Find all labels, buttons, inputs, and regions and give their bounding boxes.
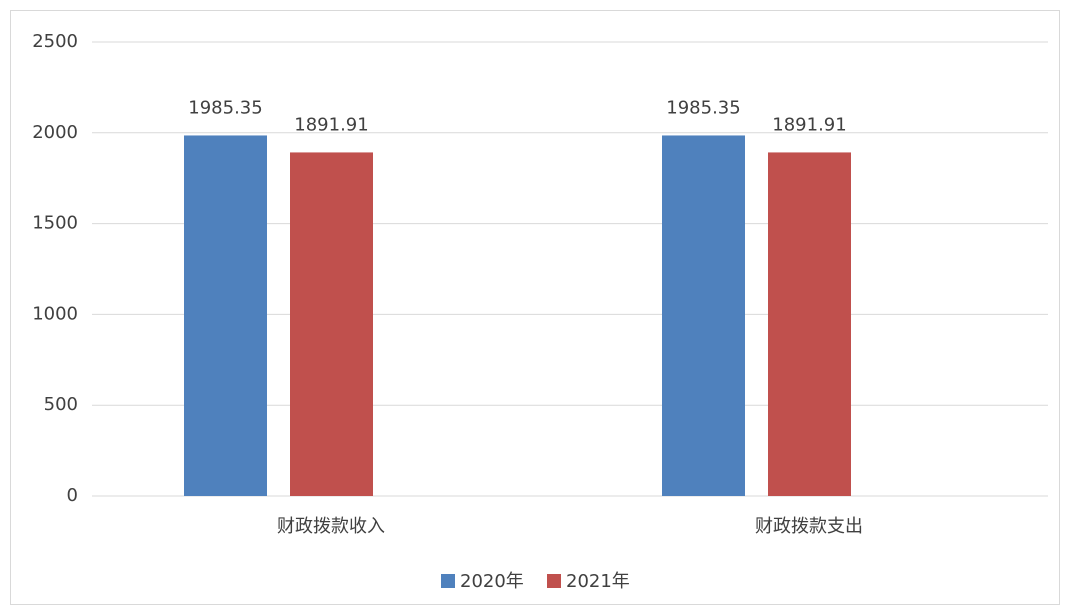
bar [662, 135, 745, 496]
data-label: 1985.35 [666, 97, 740, 118]
data-label: 1891.91 [772, 114, 846, 135]
x-tick-label: 财政拨款收入 [277, 516, 385, 537]
legend-label: 2021年 [566, 571, 630, 592]
legend-swatch [547, 574, 561, 588]
bar [290, 152, 373, 496]
y-tick-label: 2500 [32, 31, 78, 52]
legend-swatch [441, 574, 455, 588]
y-tick-label: 0 [67, 485, 78, 506]
data-label: 1985.35 [188, 97, 262, 118]
y-tick-label: 2000 [32, 122, 78, 143]
y-tick-label: 1500 [32, 213, 78, 234]
bar [768, 152, 851, 496]
bar [184, 135, 267, 496]
legend-label: 2020年 [460, 571, 524, 592]
y-tick-label: 1000 [32, 303, 78, 324]
y-tick-label: 500 [44, 394, 78, 415]
chart-frame [10, 10, 1060, 605]
x-tick-label: 财政拨款支出 [755, 516, 863, 537]
data-label: 1891.91 [294, 114, 368, 135]
